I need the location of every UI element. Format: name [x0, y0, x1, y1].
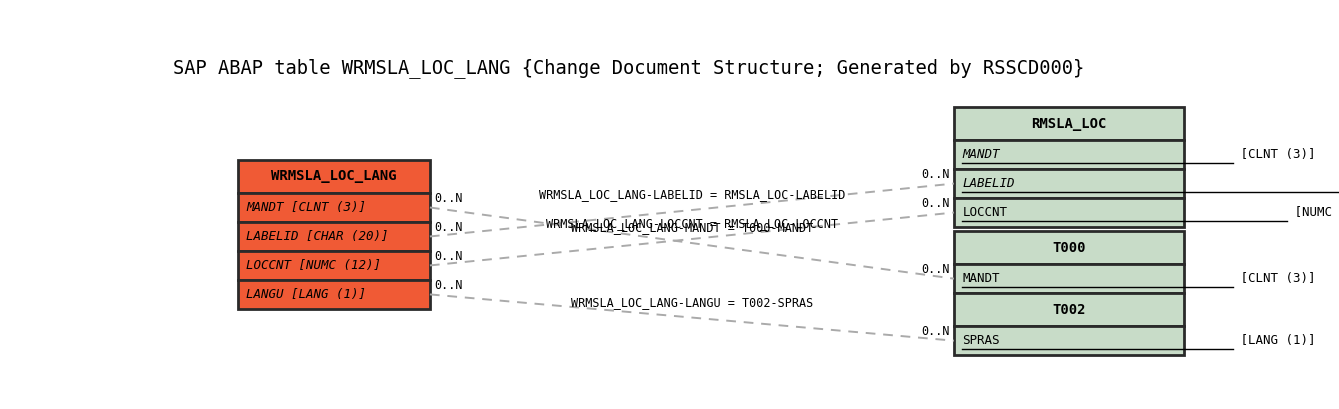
- FancyBboxPatch shape: [238, 222, 430, 251]
- FancyBboxPatch shape: [238, 193, 430, 222]
- Text: WRMSLA_LOC_LANG-LOCCNT = RMSLA_LOC-LOCCNT: WRMSLA_LOC_LANG-LOCCNT = RMSLA_LOC-LOCCN…: [546, 217, 838, 230]
- Text: LABELID: LABELID: [963, 177, 1015, 190]
- Text: 0..N: 0..N: [434, 221, 462, 234]
- FancyBboxPatch shape: [953, 264, 1185, 293]
- Text: 0..N: 0..N: [921, 197, 949, 210]
- Text: LOCCNT [NUMC (12)]: LOCCNT [NUMC (12)]: [246, 259, 382, 272]
- FancyBboxPatch shape: [238, 280, 430, 309]
- Text: MANDT [CLNT (3)]: MANDT [CLNT (3)]: [246, 201, 367, 214]
- Text: [CLNT (3)]: [CLNT (3)]: [1233, 272, 1316, 285]
- Text: T000: T000: [1052, 240, 1086, 255]
- Text: T002: T002: [1052, 303, 1086, 317]
- Text: 0..N: 0..N: [434, 250, 462, 263]
- Text: [NUMC (12)]: [NUMC (12)]: [1287, 206, 1339, 219]
- FancyBboxPatch shape: [953, 107, 1185, 140]
- FancyBboxPatch shape: [953, 293, 1185, 326]
- Text: [LANG (1)]: [LANG (1)]: [1233, 334, 1316, 347]
- Text: 0..N: 0..N: [434, 192, 462, 205]
- FancyBboxPatch shape: [953, 169, 1185, 198]
- FancyBboxPatch shape: [953, 198, 1185, 227]
- FancyBboxPatch shape: [238, 251, 430, 280]
- Text: SPRAS: SPRAS: [963, 334, 1000, 347]
- Text: WRMSLA_LOC_LANG: WRMSLA_LOC_LANG: [270, 169, 396, 184]
- Text: LANGU [LANG (1)]: LANGU [LANG (1)]: [246, 288, 367, 301]
- FancyBboxPatch shape: [953, 140, 1185, 169]
- Text: SAP ABAP table WRMSLA_LOC_LANG {Change Document Structure; Generated by RSSCD000: SAP ABAP table WRMSLA_LOC_LANG {Change D…: [173, 58, 1083, 79]
- Text: 0..N: 0..N: [921, 263, 949, 276]
- FancyBboxPatch shape: [953, 326, 1185, 355]
- Text: 0..N: 0..N: [921, 168, 949, 181]
- Text: LOCCNT: LOCCNT: [963, 206, 1007, 219]
- Text: RMSLA_LOC: RMSLA_LOC: [1031, 117, 1107, 130]
- Text: WRMSLA_LOC_LANG-LABELID = RMSLA_LOC-LABELID: WRMSLA_LOC_LANG-LABELID = RMSLA_LOC-LABE…: [538, 188, 845, 201]
- Text: MANDT: MANDT: [963, 272, 1000, 285]
- Text: WRMSLA_LOC_LANG-LANGU = T002-SPRAS: WRMSLA_LOC_LANG-LANGU = T002-SPRAS: [570, 296, 813, 309]
- Text: 0..N: 0..N: [921, 325, 949, 338]
- FancyBboxPatch shape: [238, 160, 430, 193]
- Text: WRMSLA_LOC_LANG-MANDT = T000-MANDT: WRMSLA_LOC_LANG-MANDT = T000-MANDT: [570, 221, 813, 234]
- Text: LABELID [CHAR (20)]: LABELID [CHAR (20)]: [246, 230, 388, 243]
- Text: [CLNT (3)]: [CLNT (3)]: [1233, 148, 1316, 161]
- Text: MANDT: MANDT: [963, 148, 1000, 161]
- FancyBboxPatch shape: [953, 231, 1185, 264]
- Text: 0..N: 0..N: [434, 279, 462, 292]
